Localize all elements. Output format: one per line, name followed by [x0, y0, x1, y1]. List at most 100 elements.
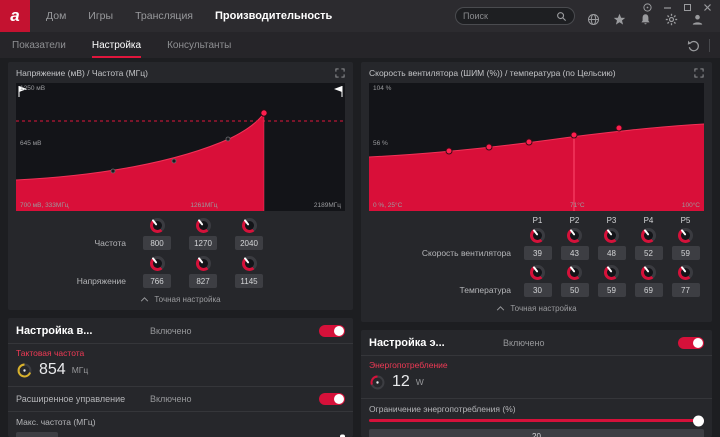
column-p5: P5 [680, 216, 691, 225]
gpu-panel-title: Настройка в... [16, 325, 93, 337]
main-menu: Дом Игры Трансляция Производительность [46, 10, 332, 22]
fan-value-p1[interactable]: 39 [523, 246, 552, 260]
menu-games[interactable]: Игры [88, 10, 114, 22]
temp-knob-p5[interactable] [678, 265, 693, 280]
fan-point-p3[interactable] [525, 138, 533, 146]
tab-tuning[interactable]: Настройка [91, 32, 142, 58]
slider-handle[interactable] [693, 415, 704, 426]
fine-tuning-link[interactable]: Точная настройка [361, 304, 712, 313]
fan-panel-title: Скорость вентилятора (ШИМ (%)) / темпера… [369, 68, 616, 78]
user-icon[interactable] [691, 13, 704, 26]
voltage-value-2[interactable]: 827 [189, 274, 217, 288]
advanced-control-label: Расширенное управление [16, 394, 126, 404]
temp-value-p2[interactable]: 50 [560, 283, 589, 297]
voltage-knob-1[interactable] [149, 256, 165, 271]
fan-knob-p2[interactable] [567, 228, 582, 243]
advanced-enabled-label: Включено [150, 394, 192, 404]
expand-icon[interactable] [335, 68, 345, 78]
fan-value-p4[interactable]: 52 [634, 246, 663, 260]
voltage-knob-3[interactable] [241, 256, 257, 271]
temp-value-p5[interactable]: 77 [671, 283, 700, 297]
curve-point-1[interactable] [110, 168, 116, 174]
temp-knob-p2[interactable] [567, 265, 582, 280]
power-tuning-toggle[interactable] [678, 337, 704, 349]
slider-handle[interactable] [340, 434, 345, 437]
temp-knob-p1[interactable] [530, 265, 545, 280]
temp-value-p1[interactable]: 30 [523, 283, 552, 297]
temp-knob-p4[interactable] [641, 265, 656, 280]
y-axis-mid-label: 645 мВ [20, 140, 42, 147]
voltage-row-label: Напряжение [76, 276, 126, 286]
toolbar-icons [587, 13, 704, 26]
voltage-curve-plot[interactable] [16, 83, 345, 211]
search-icon [557, 11, 567, 21]
gpu-enabled-label: Включено [150, 326, 192, 336]
curve-point-2[interactable] [171, 158, 177, 164]
help-icon[interactable] [643, 3, 652, 12]
column-p1: P1 [532, 216, 543, 225]
power-consumption-unit: W [415, 377, 424, 387]
left-flag-marker[interactable] [18, 86, 27, 97]
column-p3: P3 [606, 216, 617, 225]
fan-point-p4[interactable] [570, 131, 578, 139]
max-frequency-value[interactable]: 1860 [16, 432, 58, 437]
minimize-icon[interactable] [663, 3, 672, 12]
temp-value-p3[interactable]: 59 [597, 283, 626, 297]
star-icon[interactable] [613, 13, 626, 26]
menu-performance[interactable]: Производительность [215, 10, 333, 22]
right-flag-marker[interactable] [334, 86, 343, 97]
voltage-value-3[interactable]: 1145 [235, 274, 263, 288]
column-p2: P2 [569, 216, 580, 225]
menu-home[interactable]: Дом [46, 10, 67, 22]
x-axis-max-label: 100°C [681, 202, 700, 209]
bell-icon[interactable] [639, 13, 652, 26]
gauge-icon [17, 363, 32, 377]
voltage-knob-2[interactable] [195, 256, 211, 271]
frequency-knob-3[interactable] [241, 218, 257, 233]
x-axis-mid-label: 1261МГц [190, 202, 218, 209]
power-consumption-label: Энергопотребление [369, 360, 448, 370]
menu-streaming[interactable]: Трансляция [135, 10, 193, 22]
fan-knob-p4[interactable] [641, 228, 656, 243]
power-limit-slider[interactable] [369, 415, 704, 426]
fine-tuning-link[interactable]: Точная настройка [8, 295, 353, 304]
tab-metrics[interactable]: Показатели [12, 39, 66, 51]
frequency-value-3[interactable]: 2040 [235, 236, 263, 250]
fan-value-p2[interactable]: 43 [560, 246, 589, 260]
fan-curve-chart[interactable]: 104 % 56 % 0 %, 25°C 71°C 100°C [369, 83, 704, 211]
frequency-knob-2[interactable] [195, 218, 211, 233]
voltage-frequency-chart[interactable]: 1250 мВ 645 мВ 700 мВ, 333МГц 1261МГц 21… [16, 83, 345, 211]
y-axis-mid-label: 56 % [373, 140, 388, 147]
advanced-control-toggle[interactable] [319, 393, 345, 405]
gear-icon[interactable] [665, 13, 678, 26]
frequency-value-2[interactable]: 1270 [189, 236, 217, 250]
fan-point-p5[interactable] [615, 124, 623, 132]
temp-knob-p3[interactable] [604, 265, 619, 280]
fan-value-p3[interactable]: 48 [597, 246, 626, 260]
fan-knob-p3[interactable] [604, 228, 619, 243]
frequency-knob-1[interactable] [149, 218, 165, 233]
fan-point-p1[interactable] [445, 147, 453, 155]
search-box[interactable] [455, 7, 575, 25]
fan-curve-plot[interactable] [369, 83, 704, 211]
close-icon[interactable] [703, 3, 712, 12]
curve-endpoint[interactable] [260, 109, 268, 117]
fan-knob-p1[interactable] [530, 228, 545, 243]
temp-value-p4[interactable]: 69 [634, 283, 663, 297]
voltage-value-1[interactable]: 766 [143, 274, 171, 288]
power-consumption-value: 12 [392, 373, 410, 390]
power-limit-value[interactable]: 20 [369, 429, 704, 437]
fan-knob-p5[interactable] [678, 228, 693, 243]
tab-advisors[interactable]: Консультанты [167, 39, 232, 51]
maximize-icon[interactable] [683, 3, 692, 12]
globe-icon[interactable] [587, 13, 600, 26]
undo-icon[interactable] [687, 39, 700, 52]
curve-point-3[interactable] [225, 136, 231, 142]
expand-icon[interactable] [694, 68, 704, 78]
gpu-tuning-toggle[interactable] [319, 325, 345, 337]
fan-value-p5[interactable]: 59 [671, 246, 700, 260]
fan-point-p2[interactable] [485, 143, 493, 151]
frequency-value-1[interactable]: 800 [143, 236, 171, 250]
search-input[interactable] [463, 11, 556, 21]
amd-logo[interactable]: a [0, 0, 30, 32]
